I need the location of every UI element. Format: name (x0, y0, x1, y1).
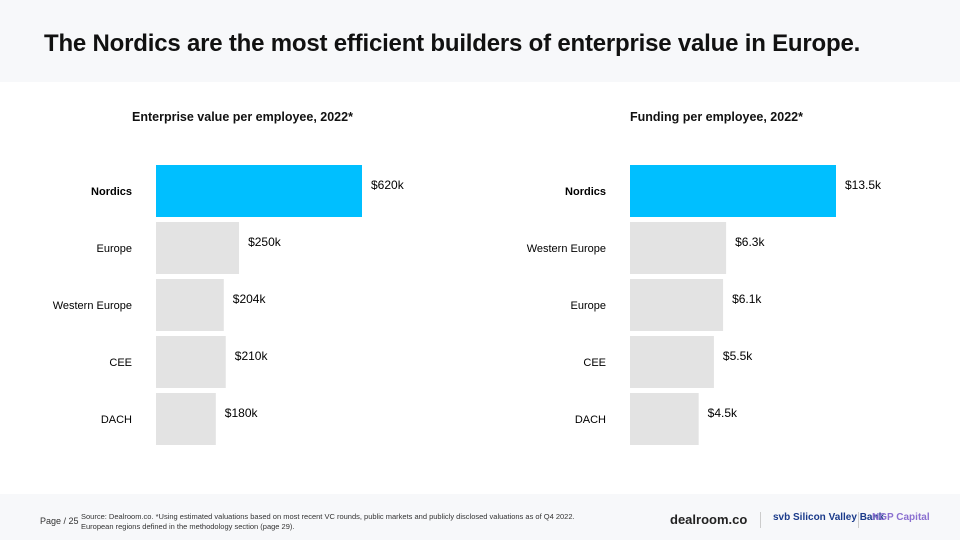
category-label: CEE (109, 357, 132, 369)
bar-western-europe (156, 279, 224, 331)
page-number: Page / 25 (40, 516, 79, 526)
source-note: Source: Dealroom.co. *Using estimated va… (81, 512, 575, 532)
source-line-1: Source: Dealroom.co. *Using estimated va… (81, 512, 575, 521)
bar-charts: Nordics $620k Europe $250k Western Europe $20… (53, 165, 882, 445)
value-label: $204k (233, 292, 267, 306)
value-label: $210k (235, 349, 269, 363)
header-band (0, 0, 960, 82)
value-label: $620k (371, 178, 405, 192)
bar-nordics (630, 165, 836, 217)
value-label: $250k (248, 235, 282, 249)
category-label: DACH (575, 414, 606, 426)
source-line-2: European regions defined in the methodol… (81, 522, 295, 531)
bar-nordics (156, 165, 362, 217)
category-label: Europe (97, 243, 132, 255)
bar-europe (630, 279, 724, 331)
category-label: DACH (101, 414, 132, 426)
value-label: $6.3k (735, 235, 765, 249)
category-label: Nordics (91, 186, 132, 198)
bar-europe (156, 222, 240, 274)
chart-title-right: Funding per employee, 2022* (630, 110, 803, 124)
value-label: $5.5k (723, 349, 753, 363)
category-label: CEE (583, 357, 606, 369)
footer-band (0, 494, 960, 540)
value-label: $13.5k (845, 178, 882, 192)
category-label: Nordics (565, 186, 606, 198)
value-label: $4.5k (708, 406, 738, 420)
bar-western-europe (630, 222, 727, 274)
bar-cee (156, 336, 226, 388)
category-label: Western Europe (527, 243, 606, 255)
category-label: Western Europe (53, 300, 132, 312)
category-label: Europe (571, 300, 606, 312)
bar-dach (156, 393, 216, 445)
divider (760, 512, 761, 528)
value-label: $6.1k (732, 292, 762, 306)
bar-cee (630, 336, 714, 388)
page-title: The Nordics are the most efficient build… (44, 30, 861, 57)
bar-dach (630, 393, 699, 445)
value-label: $180k (225, 406, 259, 420)
dealroom-logo: dealroom.co (670, 512, 748, 527)
svb-logo: svb Silicon Valley Bank (773, 512, 885, 523)
divider (858, 512, 859, 528)
chart-title-left: Enterprise value per employee, 2022* (132, 110, 353, 124)
ngp-logo: NGP Capital (872, 512, 930, 523)
